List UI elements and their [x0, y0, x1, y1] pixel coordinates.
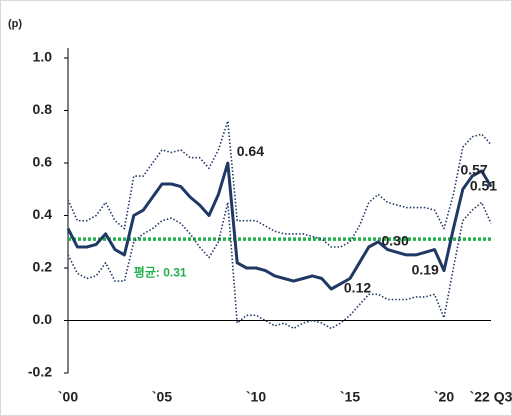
annotation: 0.19	[412, 261, 439, 277]
x-tick-label: `05	[152, 389, 172, 405]
band-line	[67, 120, 492, 248]
y-tick-label: 0.0	[33, 311, 53, 327]
y-tick-label: 0.6	[33, 154, 53, 170]
y-tick-label: 1.0	[33, 49, 53, 65]
x-tick-label: `10	[246, 389, 266, 405]
x-tick-label: `00	[58, 389, 78, 405]
x-tick-label: `22 Q3	[470, 389, 512, 405]
y-tick-label: 0.8	[33, 101, 53, 117]
band-line	[67, 201, 492, 330]
average-label: 평균: 0.31	[134, 265, 187, 279]
annotation: 0.30	[381, 232, 408, 248]
y-tick-label: -0.2	[28, 364, 52, 380]
y-tick-label: 0.2	[33, 259, 53, 275]
x-tick-label: `20	[434, 389, 454, 405]
y-tick-label: 0.4	[33, 206, 53, 222]
x-tick-label: `15	[340, 389, 360, 405]
series-line	[66, 161, 493, 291]
annotation: 0.57	[460, 162, 487, 178]
annotation: 0.64	[237, 143, 264, 159]
unit-label: (p)	[8, 18, 22, 30]
annotation: 0.51	[470, 177, 497, 193]
annotation: 0.12	[344, 280, 371, 296]
